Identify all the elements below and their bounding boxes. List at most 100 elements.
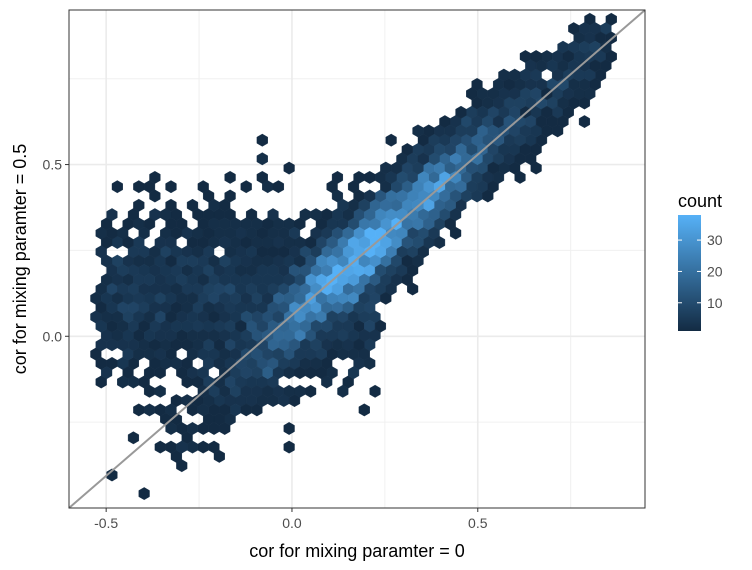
- hexbin-cell: [272, 347, 284, 361]
- hexbin-cell: [127, 208, 139, 222]
- hexbin-cell: [208, 329, 220, 342]
- hexbin-cell: [294, 291, 306, 305]
- hexbin-cell: [181, 301, 193, 315]
- hexbin-cell: [149, 301, 161, 315]
- hexbin-cell: [154, 440, 166, 454]
- hexbin-cell: [358, 236, 370, 249]
- hexbin-cell: [342, 263, 354, 277]
- hexbin-cell: [380, 291, 392, 305]
- hexbin-cell: [144, 273, 156, 287]
- hexbin-cell: [219, 217, 231, 231]
- hexbin-cell: [181, 356, 193, 370]
- hexbin-cell: [101, 254, 113, 268]
- hexbin-cell: [514, 96, 526, 110]
- hexbin-cell: [337, 198, 349, 212]
- hexbin-cell: [487, 87, 499, 101]
- hexbin-cell: [401, 236, 413, 249]
- hexbin-cell: [256, 319, 268, 333]
- hexbin-cell: [385, 133, 397, 147]
- legend-tick-label: 20: [707, 263, 723, 279]
- hexbin-cell: [235, 338, 247, 352]
- legend-colorbar: [678, 215, 701, 331]
- hexbin-cell: [326, 180, 338, 194]
- legend-tick-label: 10: [707, 295, 723, 311]
- hexbin-cell: [321, 319, 333, 333]
- hexbin-cell: [144, 217, 156, 231]
- hexbin-cell: [251, 273, 263, 287]
- hexbin-cell: [111, 273, 123, 287]
- identity-reference-line: [68, 9, 646, 509]
- hexbin-cell: [144, 329, 156, 342]
- hexbin-cell: [111, 180, 123, 194]
- hexbin-cell: [444, 124, 456, 138]
- hexbin-cell: [283, 161, 295, 175]
- hexbin-cell: [272, 180, 284, 194]
- hexbin-cell: [487, 180, 499, 194]
- hexbin-cell: [240, 366, 252, 380]
- hexbin-cell: [181, 338, 193, 352]
- hexbin-cell: [283, 366, 295, 380]
- hexbin-cell: [353, 170, 365, 184]
- x-tick-label: 0.5: [468, 515, 488, 531]
- hexbin-cell: [605, 12, 617, 26]
- hexbin-cell: [589, 77, 601, 91]
- hexbin-cell: [353, 301, 365, 315]
- hexbin-cell: [417, 245, 429, 259]
- hexbin-cell: [369, 384, 381, 398]
- hexbin-cell: [197, 403, 209, 417]
- hexbin-cell: [326, 236, 338, 249]
- hexbin-cell: [144, 403, 156, 417]
- hexbin-cell: [568, 22, 580, 36]
- hexbin-cell: [197, 440, 209, 454]
- hexbin-cell: [283, 422, 295, 435]
- hexbin-cell: [208, 310, 220, 324]
- hexbin-cell: [219, 291, 231, 305]
- hexbin-cell: [428, 208, 440, 222]
- plot-panel: [68, 9, 646, 509]
- legend-ticks: 10 20 30: [678, 232, 723, 311]
- hexbin-cell: [455, 105, 467, 119]
- legend: count 10 20 30: [678, 191, 723, 331]
- hexbin-cell: [256, 394, 268, 408]
- hexbin-cell: [154, 236, 166, 249]
- hexbin-cell: [240, 403, 252, 417]
- hexbin-cell: [224, 170, 236, 184]
- hexbin-cell: [423, 143, 435, 156]
- hexbin-cell: [305, 384, 317, 398]
- hexbin-cell: [299, 208, 311, 222]
- hexbin-cell: [208, 198, 220, 212]
- hexbin-cell: [374, 263, 386, 277]
- hexbin-cell: [213, 356, 225, 370]
- hexbin-cell: [133, 347, 145, 361]
- hexbin-cell: [407, 282, 419, 296]
- hexbin-cell: [127, 431, 139, 445]
- hexbin-cell: [471, 77, 483, 91]
- hexbin-cell: [144, 384, 156, 398]
- hexbin-cell: [315, 366, 327, 380]
- hexbin-cell: [283, 236, 295, 249]
- hexbin-cell: [509, 68, 521, 82]
- hexbin-cell: [364, 356, 376, 370]
- hexbin-cell: [348, 366, 360, 380]
- x-axis-title: cor for mixing paramter = 0: [249, 541, 465, 561]
- hexbin-cell: [224, 245, 236, 259]
- hexbin-cell: [342, 226, 354, 240]
- hexbin-cell: [208, 254, 220, 268]
- x-axis: -0.5 0.0 0.5: [94, 508, 488, 531]
- hexbin-cell: [256, 152, 268, 166]
- hexbin-cell: [530, 50, 542, 63]
- hexbin-cell: [605, 50, 617, 63]
- hexbin-cell: [337, 347, 349, 361]
- hexbin-cell: [256, 338, 268, 352]
- hexbin-cell: [240, 384, 252, 398]
- hexbin-cell: [176, 217, 188, 231]
- hexbin-cell: [589, 59, 601, 73]
- hexbin-cell: [487, 161, 499, 175]
- hexbin-cell: [197, 366, 209, 380]
- hexbin-cell: [401, 143, 413, 156]
- hexbin-cell: [476, 105, 488, 119]
- hexbin-cell: [208, 422, 220, 435]
- hexbin-cell: [165, 198, 177, 212]
- hexbin-cell: [144, 180, 156, 194]
